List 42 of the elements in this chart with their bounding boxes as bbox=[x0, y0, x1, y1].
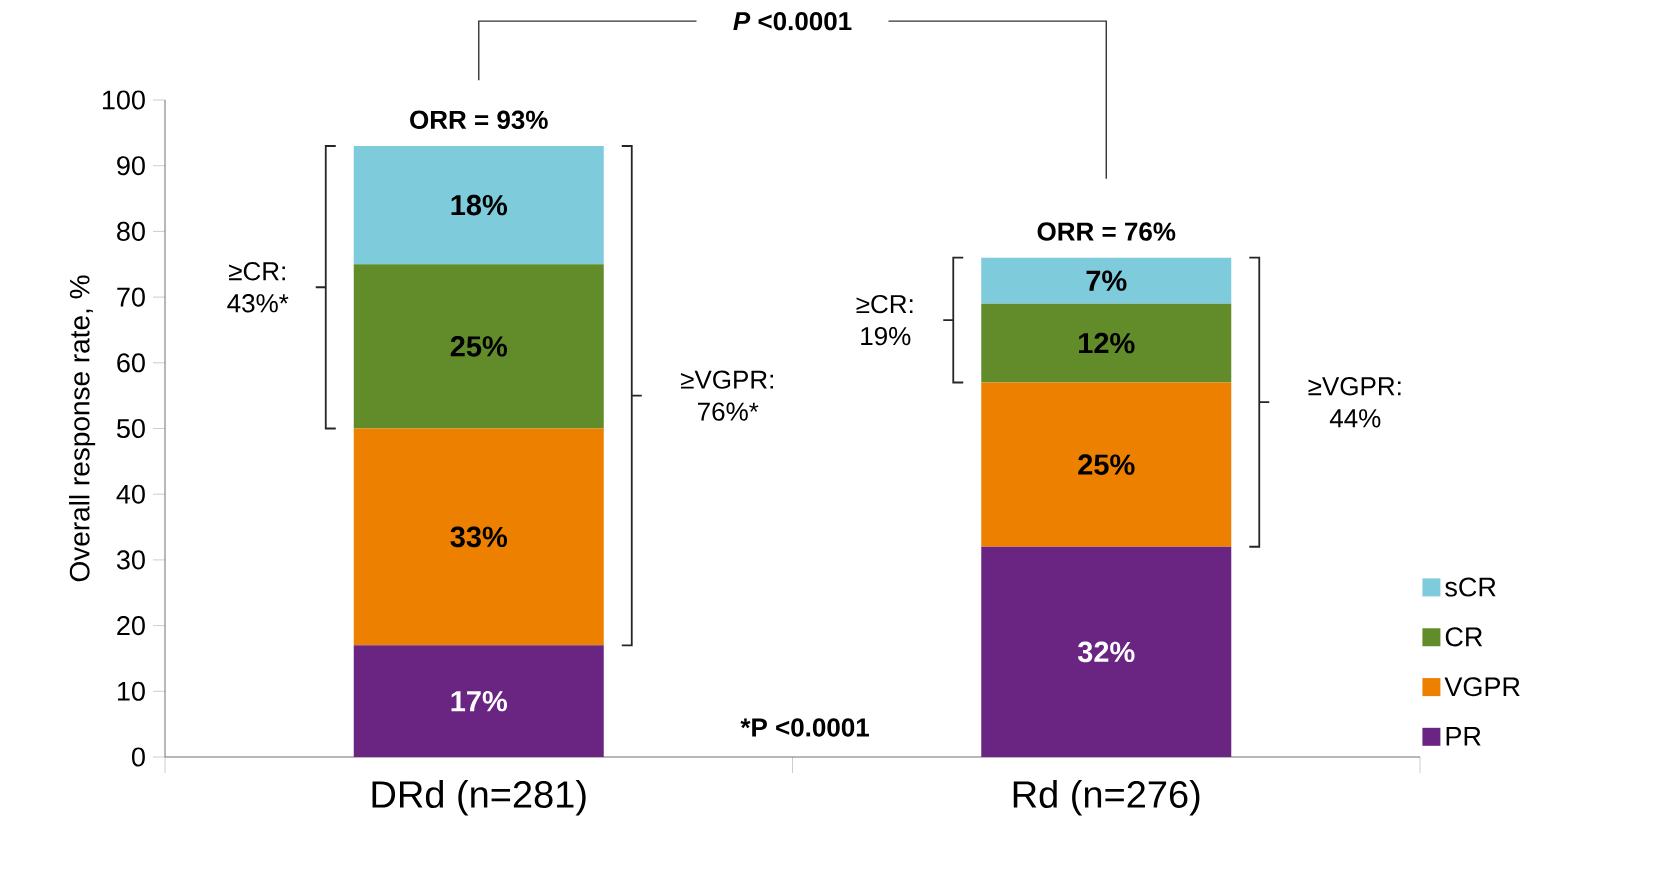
x-tick-label: Rd (n=276) bbox=[1013, 780, 1200, 816]
bar bbox=[981, 382, 1232, 547]
bar bbox=[353, 428, 604, 646]
data-label: 25% bbox=[450, 336, 508, 357]
annotation: ≥VGPR: 76%* bbox=[680, 370, 773, 421]
y-tick-label: 20 bbox=[117, 616, 145, 636]
bar bbox=[353, 145, 604, 265]
y-tick-label: 70 bbox=[117, 287, 145, 307]
y-tick-label: 50 bbox=[116, 418, 145, 439]
y-tick-label: 10 bbox=[117, 681, 145, 701]
annotation: ≥CR: 43%* bbox=[227, 262, 289, 313]
y-axis-title: Overall response rate, % bbox=[69, 275, 96, 582]
bar bbox=[981, 546, 1232, 757]
data-label: 12% bbox=[1079, 332, 1135, 354]
y-tick-label: 90 bbox=[117, 156, 145, 176]
data-label: 32% bbox=[1077, 641, 1135, 663]
y-tick-label: 0 bbox=[131, 747, 145, 767]
bar bbox=[981, 303, 1232, 383]
total-label: ORR = 76% bbox=[1037, 222, 1176, 241]
y-tick-label: 80 bbox=[117, 221, 145, 241]
y-tick-label: 60 bbox=[117, 353, 145, 373]
data-label: 7% bbox=[1086, 270, 1127, 291]
data-label: 17% bbox=[451, 690, 508, 712]
bar bbox=[353, 645, 604, 757]
data-label: 33% bbox=[450, 526, 508, 548]
y-tick-label: 40 bbox=[116, 484, 145, 504]
legend-label: CR bbox=[1445, 627, 1483, 647]
legend-label: VGPR bbox=[1444, 677, 1520, 697]
y-tick-label: 30 bbox=[116, 550, 145, 570]
x-tick-label: DRd (n=281) bbox=[372, 780, 586, 816]
annotation: ≥CR: 19% bbox=[856, 294, 913, 346]
bar bbox=[981, 257, 1232, 304]
data-label: 25% bbox=[1078, 454, 1135, 475]
annotation: ≥VGPR: 44% bbox=[1308, 377, 1401, 428]
bar bbox=[353, 264, 604, 429]
total-label: ORR = 93% bbox=[410, 110, 548, 130]
legend-label: PR bbox=[1446, 727, 1481, 746]
text: P <0.0001 bbox=[733, 11, 852, 31]
legend-label: sCR bbox=[1445, 577, 1496, 597]
y-tick-label: 100 bbox=[102, 90, 145, 110]
annotation: *P <0.0001 bbox=[740, 718, 869, 737]
data-label: 18% bbox=[451, 194, 508, 216]
